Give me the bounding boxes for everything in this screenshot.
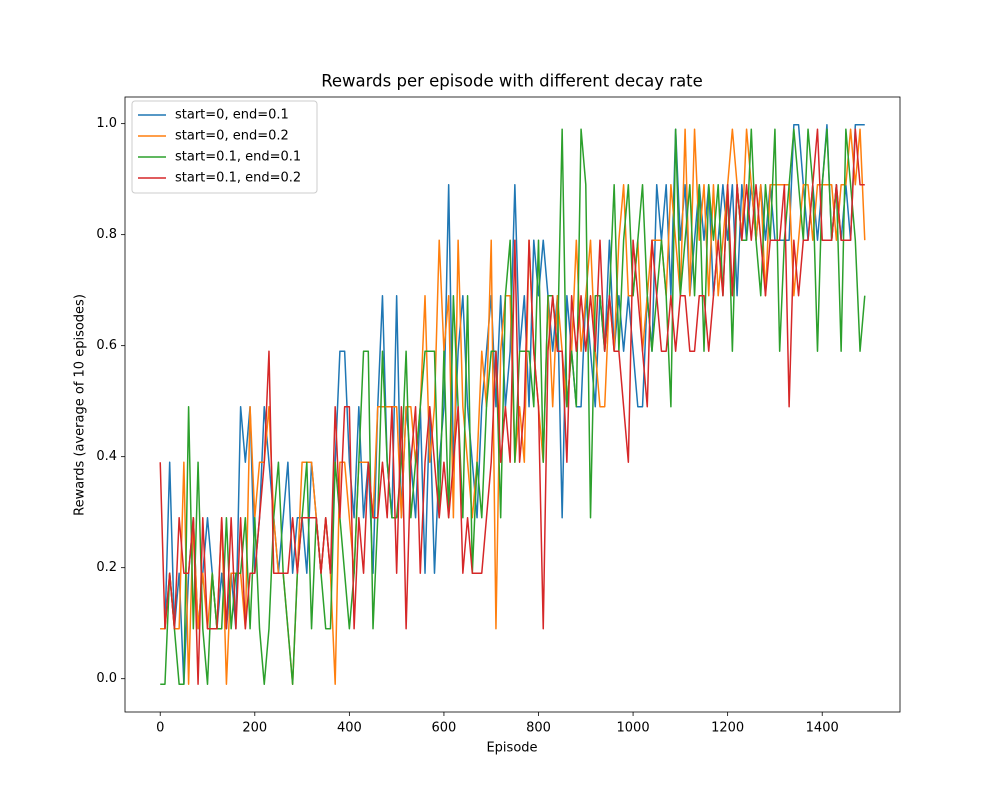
chart-title: Rewards per episode with different decay… xyxy=(321,72,703,91)
legend-label: start=0, end=0.1 xyxy=(175,108,289,123)
legend-label: start=0, end=0.2 xyxy=(175,129,289,144)
series-line xyxy=(159,128,865,685)
legend-label: start=0.1, end=0.1 xyxy=(175,150,301,165)
y-tick-label: 0.4 xyxy=(96,449,117,464)
y-tick-label: 0.0 xyxy=(96,671,117,686)
y-tick-label: 0.2 xyxy=(96,560,117,575)
x-tick-label: 1000 xyxy=(617,721,650,736)
y-tick-label: 0.8 xyxy=(96,227,117,242)
x-tick-label: 200 xyxy=(242,721,267,736)
y-axis-label: Rewards (average of 10 episodes) xyxy=(73,294,88,516)
x-tick-label: 800 xyxy=(526,721,551,736)
x-tick-label: 1400 xyxy=(806,721,839,736)
plot-frame xyxy=(124,96,901,713)
y-tick-label: 1.0 xyxy=(96,116,117,131)
x-tick-label: 1200 xyxy=(711,721,744,736)
x-tick-label: 600 xyxy=(432,721,457,736)
x-tick-label: 0 xyxy=(156,721,164,736)
x-tick-label: 400 xyxy=(337,721,362,736)
legend-label: start=0.1, end=0.2 xyxy=(175,171,301,186)
y-tick-label: 0.6 xyxy=(96,338,117,353)
x-axis-label: Episode xyxy=(486,741,537,756)
legend-box xyxy=(131,100,318,194)
